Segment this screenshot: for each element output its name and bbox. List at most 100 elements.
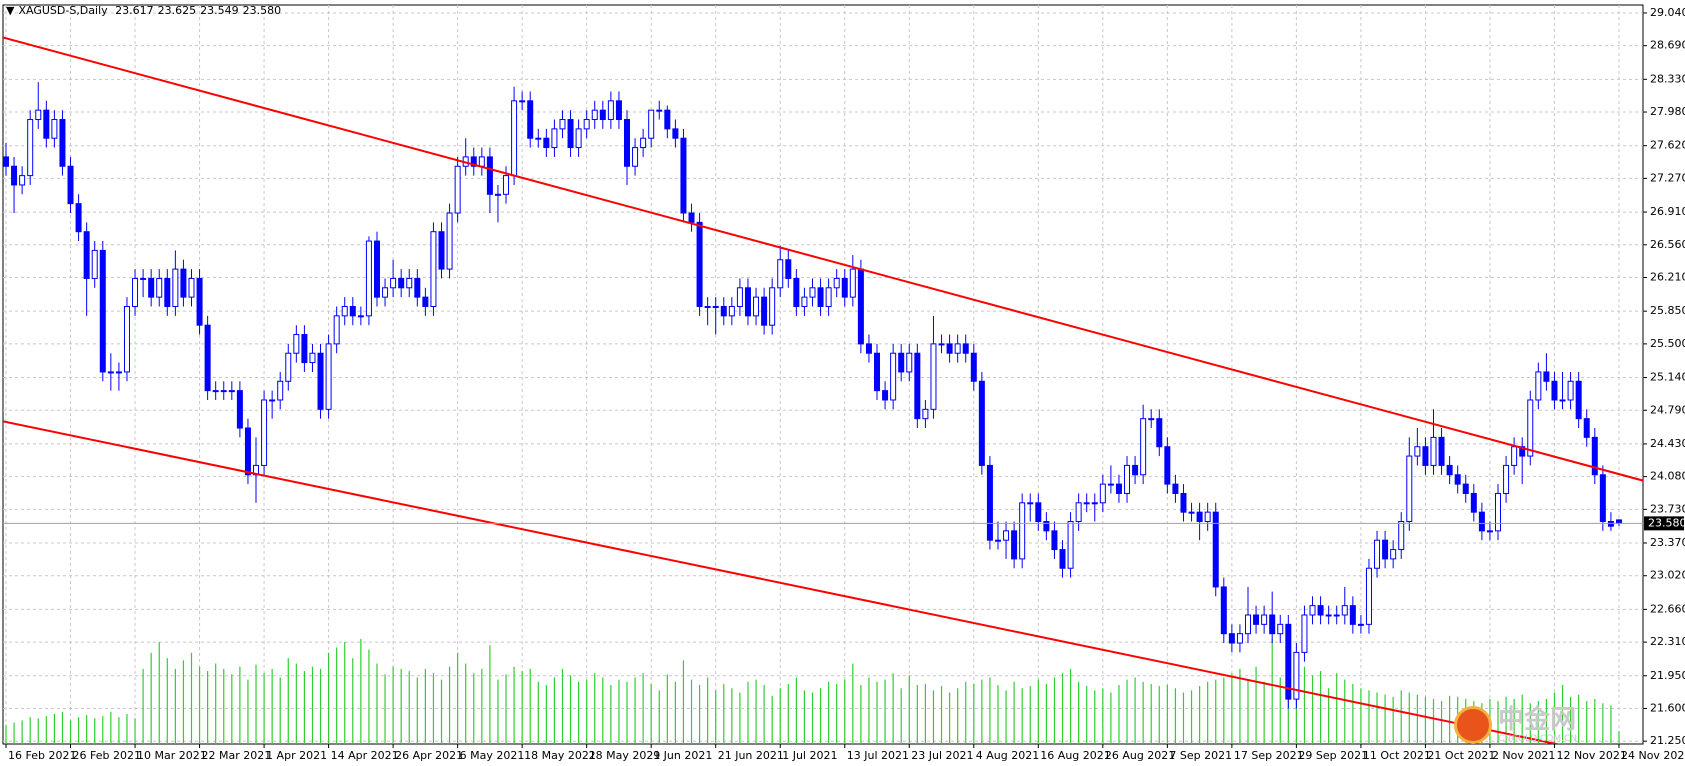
volume-bar: [416, 677, 418, 744]
volume-bar: [166, 658, 168, 744]
candle-body: [132, 277, 139, 307]
volume-bar: [1432, 698, 1435, 744]
candle-body: [236, 390, 243, 429]
volume-bar: [981, 679, 983, 744]
candle-body: [994, 539, 1001, 542]
volume-bar: [1086, 686, 1088, 744]
candle-body: [1382, 539, 1389, 560]
candle-body: [35, 109, 42, 121]
volume-bar: [368, 649, 370, 744]
candle-body: [825, 287, 832, 307]
candle-body: [494, 193, 501, 196]
candle-body: [1438, 436, 1445, 466]
candle-body: [1269, 614, 1276, 635]
candle-body: [1212, 511, 1219, 588]
volume-bar: [690, 679, 693, 744]
volume-bar: [295, 663, 297, 744]
volume-bar: [715, 690, 717, 744]
candle-body: [954, 343, 961, 354]
candle-body: [19, 175, 26, 186]
candle-body: [1115, 483, 1122, 494]
candle-body: [1140, 418, 1147, 476]
volume-bar: [239, 666, 241, 744]
y-tick-label: 27.270: [1650, 171, 1685, 184]
candle-body: [720, 305, 727, 317]
candle-body: [857, 268, 864, 345]
candle-body: [728, 305, 735, 317]
last-price-box: [1644, 516, 1684, 531]
candle-body: [309, 352, 316, 364]
volume-bar: [1029, 686, 1031, 744]
volume-bar: [1158, 686, 1160, 744]
candle-body: [180, 268, 187, 298]
candle-body: [906, 352, 913, 373]
volume-bar: [432, 673, 435, 744]
volume-bar: [1368, 690, 1370, 744]
volume-bar: [666, 674, 668, 744]
volume-bar: [1344, 679, 1346, 744]
volume-bar: [973, 683, 975, 744]
candle-body: [172, 268, 179, 307]
volume-bar: [61, 711, 64, 744]
volume-bar: [352, 658, 354, 744]
candle-body: [333, 315, 340, 345]
plot-frame: [2, 4, 1644, 745]
volume-bar: [360, 638, 362, 744]
candle-body: [890, 352, 897, 401]
volume-bar: [1069, 668, 1072, 744]
volume-bar: [868, 677, 870, 744]
volume-bar: [336, 647, 338, 744]
menu-arrow[interactable]: ▼: [6, 4, 15, 17]
candle-body: [438, 231, 445, 270]
candle-body: [1511, 446, 1518, 466]
volume-bar: [1336, 673, 1338, 744]
candle-body: [938, 343, 945, 346]
volume-bar: [1376, 692, 1378, 744]
volume-bar: [1247, 679, 1249, 744]
candle-body: [1091, 502, 1098, 505]
candle-body: [91, 249, 98, 279]
candle-body: [1019, 502, 1026, 560]
volume-bar: [1505, 696, 1507, 744]
candle-body: [1478, 511, 1485, 532]
candle-body: [1059, 549, 1066, 569]
candle-body: [1527, 399, 1534, 457]
candle-body: [188, 277, 195, 298]
candle-body: [1486, 530, 1493, 533]
x-tick-label: 26 Feb 2021: [73, 749, 141, 762]
candle-body: [67, 165, 74, 205]
y-tick-label: 25.850: [1650, 304, 1685, 317]
candle-body: [680, 137, 687, 214]
candle-body: [519, 100, 526, 103]
volume-bar: [327, 652, 330, 744]
volume-bar: [1207, 681, 1209, 744]
volume-bar: [529, 668, 531, 744]
y-tick-label: 23.730: [1650, 502, 1685, 515]
candle-body: [575, 128, 582, 149]
x-tick-label: 13 Jul 2021: [847, 749, 909, 762]
volume-bar: [263, 673, 265, 744]
chart-title: XAGUSD-S,Daily: [18, 4, 108, 17]
y-tick-label: 29.040: [1650, 6, 1685, 19]
volume-bar: [513, 666, 515, 744]
candle-body: [1519, 446, 1526, 457]
candle-body: [930, 343, 937, 410]
candle-body: [744, 287, 751, 317]
volume-bar: [844, 679, 846, 744]
volume-bar: [408, 671, 410, 744]
candle-body: [349, 305, 356, 317]
volume-bar: [771, 695, 773, 744]
volume-bar: [1142, 681, 1144, 744]
axes: 21.250 21.600 21.950 22.310 22.660 23.020 23.3…: [3, 6, 1685, 762]
candle-body: [478, 156, 485, 167]
volume-bar: [1102, 688, 1104, 744]
x-tick-label: 1 Jul 2021: [782, 749, 837, 762]
candle-body: [801, 296, 808, 307]
volume-bar: [1045, 683, 1047, 744]
header-open: 23.617: [115, 4, 154, 17]
volume-bar: [1384, 694, 1386, 744]
candle-body: [148, 277, 155, 298]
candle-body: [220, 390, 227, 393]
volume-bar: [852, 663, 854, 744]
volume-bar: [1328, 688, 1330, 744]
